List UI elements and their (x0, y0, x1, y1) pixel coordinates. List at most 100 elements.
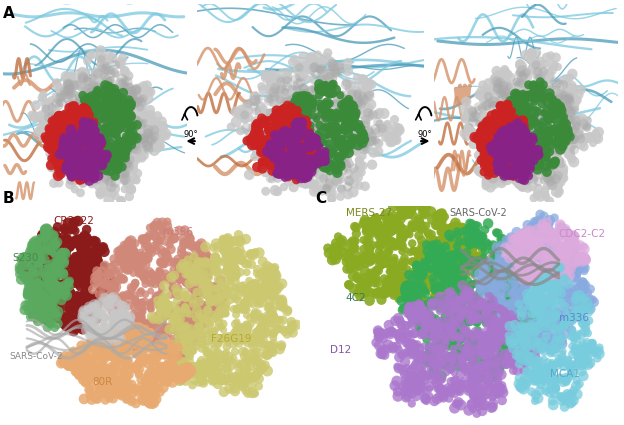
Point (267, 71, 277, 78)
Point (361, 282, 371, 289)
Point (579, 120, 589, 127)
Point (121, 336, 131, 343)
Point (388, 241, 398, 248)
Point (501, 144, 511, 150)
Point (76, 112, 85, 119)
Point (461, 348, 470, 354)
Point (27, 312, 37, 318)
Point (509, 312, 519, 318)
Point (284, 178, 294, 184)
Point (527, 260, 537, 266)
Point (522, 156, 532, 163)
Point (560, 91, 570, 98)
Point (59, 261, 69, 268)
Point (262, 128, 272, 135)
Point (32, 282, 42, 289)
Point (570, 247, 580, 254)
Point (521, 108, 531, 115)
Point (165, 292, 175, 298)
Point (416, 310, 426, 317)
Point (218, 246, 228, 253)
Point (482, 126, 492, 133)
Point (136, 287, 146, 294)
Point (60, 297, 70, 303)
Point (137, 99, 147, 105)
Point (118, 117, 128, 124)
Point (516, 103, 526, 110)
Point (551, 345, 561, 351)
Point (547, 346, 557, 353)
Point (457, 313, 467, 320)
Point (555, 244, 565, 251)
Point (145, 401, 155, 408)
Point (90, 365, 100, 371)
Point (550, 314, 560, 321)
Point (87, 94, 97, 100)
Point (292, 132, 302, 139)
Point (544, 90, 554, 97)
Point (515, 143, 525, 150)
Point (92, 87, 102, 94)
Point (115, 348, 125, 355)
Point (482, 130, 492, 136)
Point (293, 148, 303, 155)
Point (155, 259, 165, 266)
Point (525, 235, 535, 242)
Point (453, 288, 463, 295)
Point (497, 331, 507, 338)
Point (49, 275, 59, 281)
Point (555, 323, 565, 330)
Point (144, 323, 154, 329)
Point (452, 234, 462, 241)
Point (67, 94, 77, 101)
Point (529, 241, 539, 248)
Point (591, 129, 601, 136)
Point (72, 366, 82, 373)
Point (290, 156, 300, 163)
Point (530, 107, 540, 114)
Point (527, 66, 537, 73)
Point (401, 322, 411, 329)
Point (496, 104, 506, 111)
Point (127, 332, 137, 338)
Point (122, 376, 132, 382)
Point (119, 129, 129, 136)
Point (302, 75, 312, 82)
Point (79, 121, 89, 128)
Point (544, 309, 554, 316)
Point (505, 245, 515, 252)
Point (187, 367, 197, 374)
Point (79, 232, 89, 239)
Point (562, 76, 572, 83)
Point (193, 258, 203, 265)
Point (302, 113, 312, 120)
Point (406, 320, 416, 327)
Point (88, 327, 98, 334)
Point (348, 238, 358, 245)
Point (497, 167, 507, 174)
Point (154, 303, 164, 309)
Point (451, 348, 461, 355)
Point (269, 147, 279, 153)
Point (326, 110, 336, 117)
Point (420, 259, 430, 266)
Point (190, 245, 200, 252)
Point (102, 57, 112, 64)
Point (155, 269, 165, 276)
Point (402, 230, 412, 237)
Point (565, 74, 575, 81)
Point (141, 235, 151, 242)
Point (63, 259, 73, 266)
Point (529, 322, 539, 329)
Point (551, 251, 561, 258)
Point (86, 159, 96, 165)
Point (497, 130, 507, 136)
Point (123, 380, 133, 387)
Point (522, 367, 532, 374)
Point (274, 110, 284, 116)
Point (44, 105, 54, 112)
Point (217, 279, 227, 286)
Point (560, 394, 570, 400)
Point (268, 153, 278, 159)
Point (76, 108, 85, 115)
